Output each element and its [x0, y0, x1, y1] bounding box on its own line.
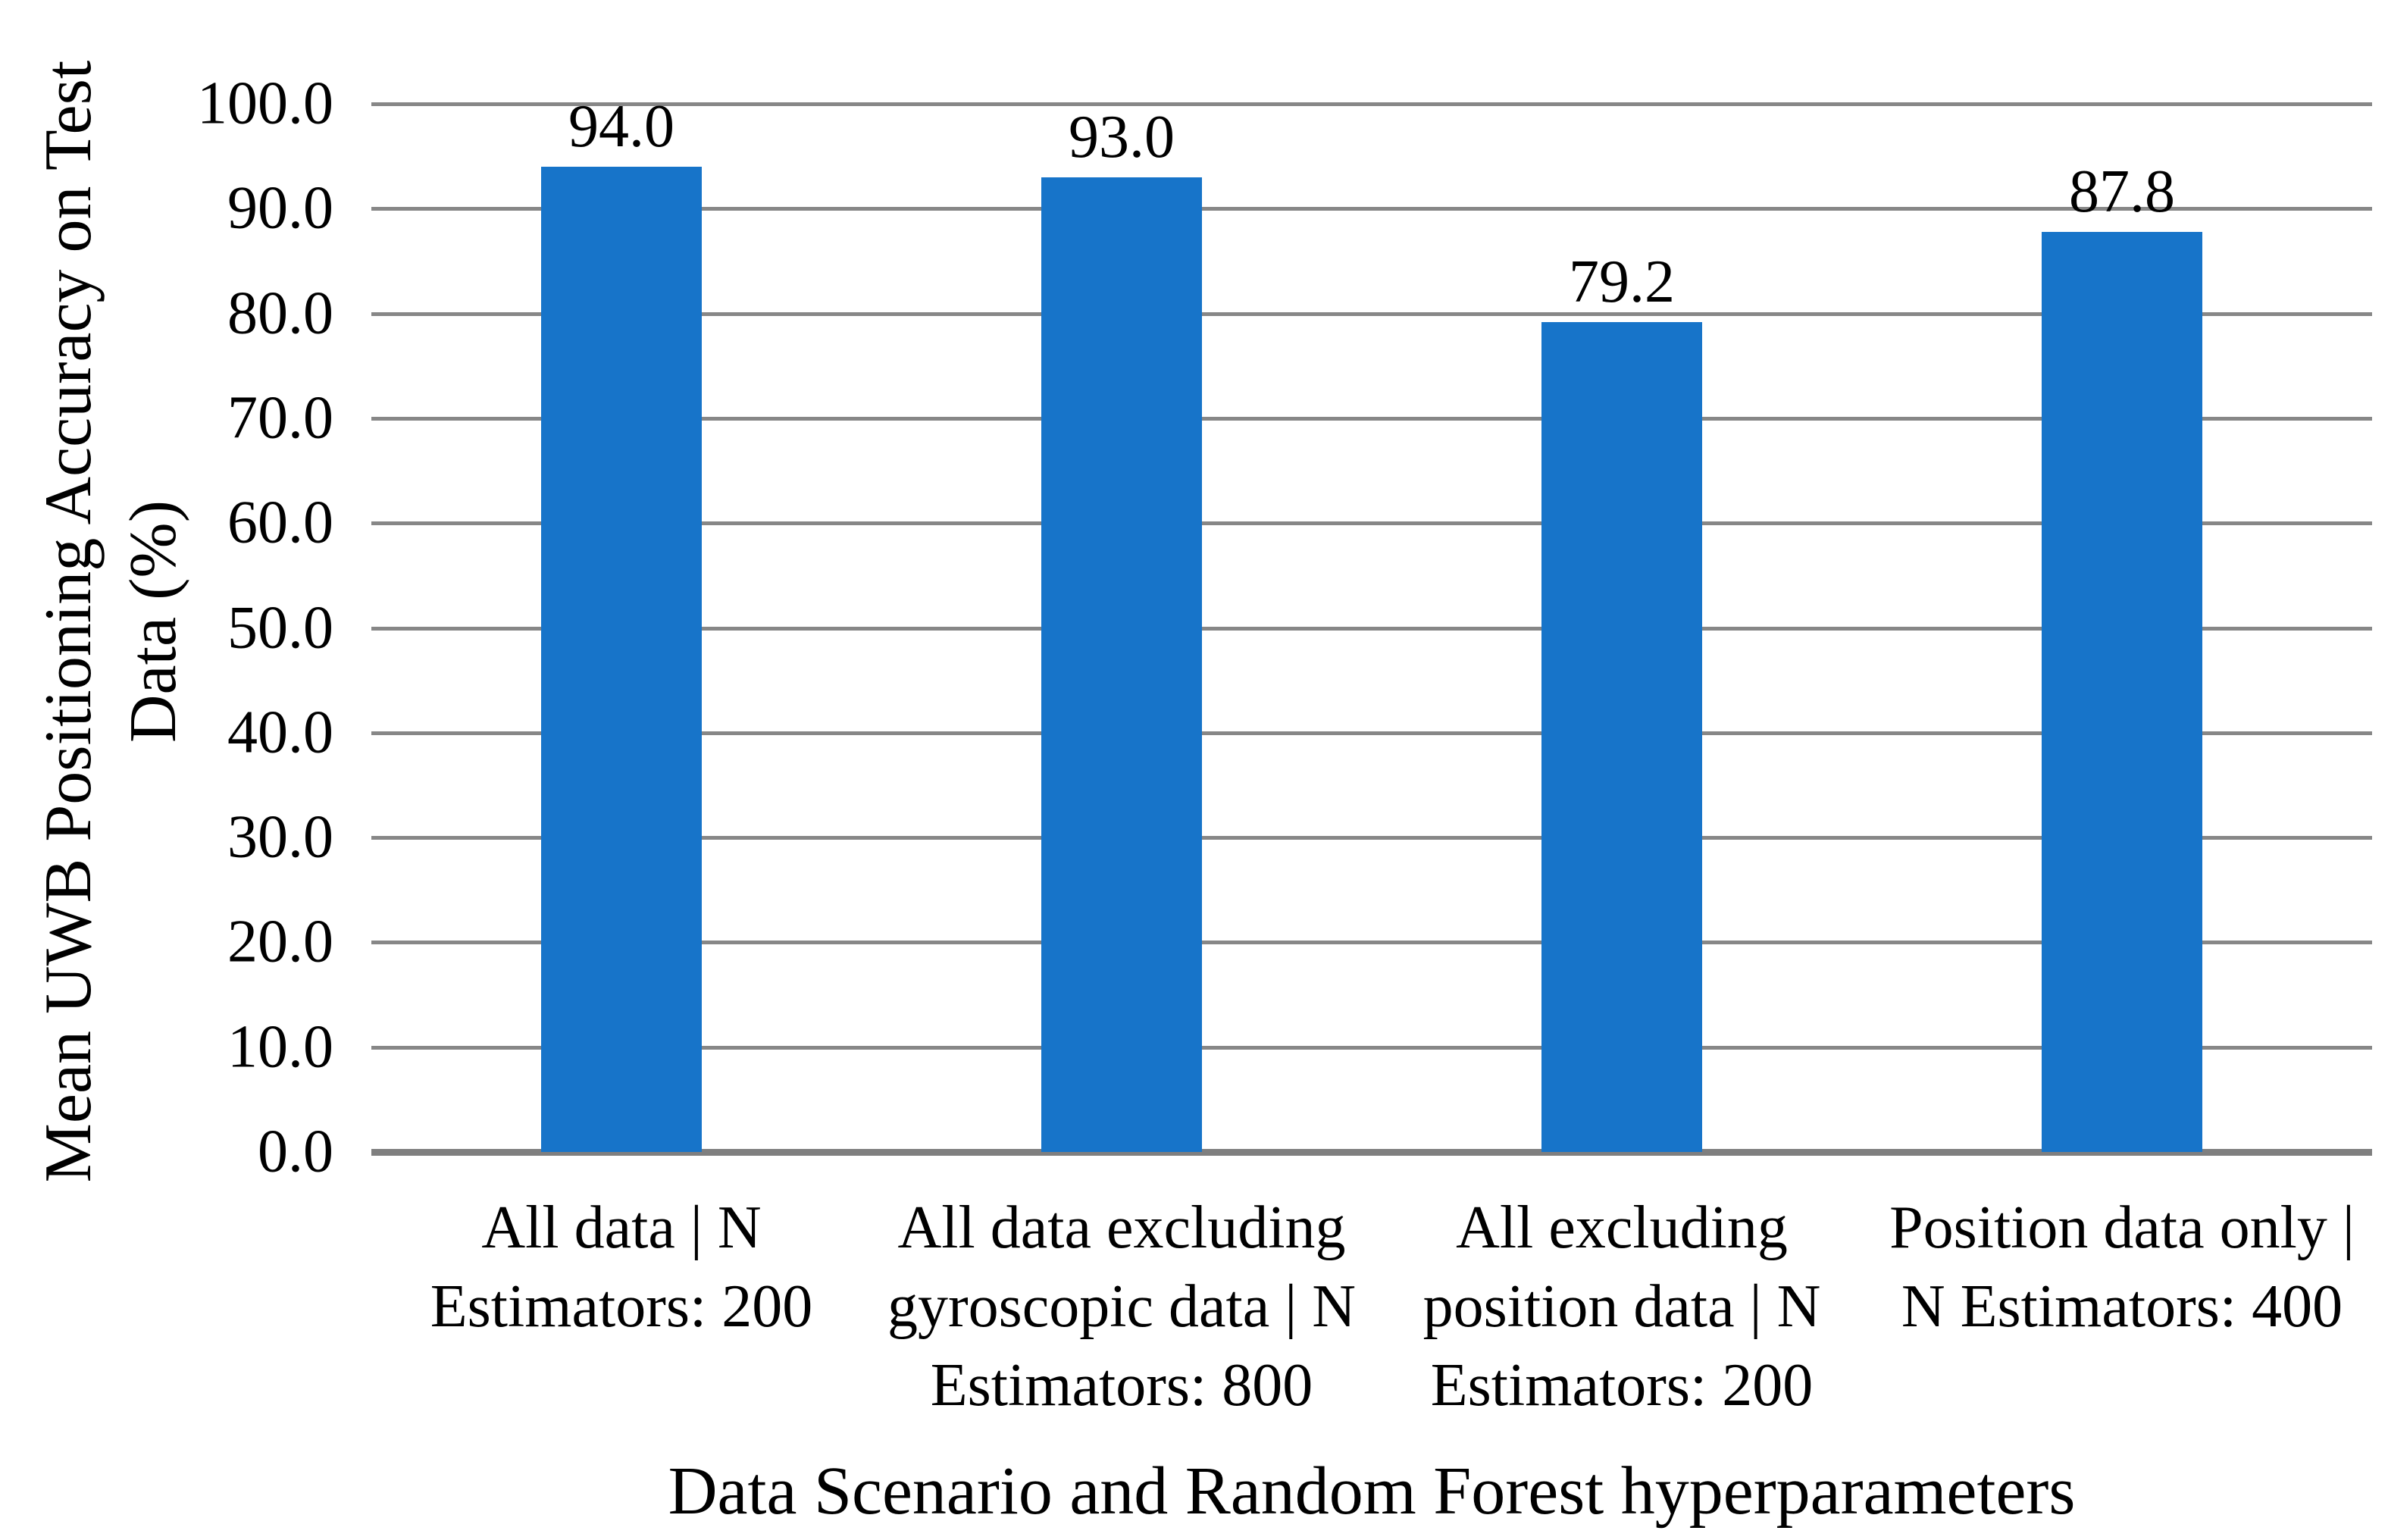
y-tick-label: 30.0 — [227, 803, 333, 871]
bar-value-label: 94.0 — [568, 92, 674, 160]
gridline — [371, 836, 2372, 840]
y-tick-label: 100.0 — [197, 70, 333, 137]
category-label: All data | N Estimators: 200 — [371, 1188, 872, 1425]
category-label-line: N Estimators: 400 — [1901, 1273, 2343, 1340]
x-axis-title: Data Scenario and Random Forest hyperpar… — [668, 1454, 2076, 1529]
plot-area: 94.0 93.0 79.2 87.8 — [371, 93, 2372, 1156]
bar — [2042, 231, 2202, 1152]
category-label-line: gyroscopic data | N — [887, 1273, 1357, 1340]
y-tick-labels: 100.0 90.0 80.0 70.0 60.0 50.0 40.0 30.0 20.0 10.… — [76, 70, 333, 1185]
y-tick-label: 20.0 — [227, 908, 333, 975]
category-label-line: Estimators: 200 — [1430, 1352, 1814, 1419]
bar — [541, 166, 702, 1152]
bar-value-label: 79.2 — [1569, 248, 1675, 315]
gridline — [371, 311, 2372, 316]
y-tick-label: 60.0 — [227, 489, 333, 556]
x-axis-line — [371, 1149, 2372, 1156]
gridline — [371, 521, 2372, 526]
gridlines-layer — [371, 102, 2372, 1156]
category-label: All data excluding gyroscopic data | N Est… — [872, 1188, 1372, 1425]
bar-value-label: 93.0 — [1069, 103, 1175, 171]
bar — [1041, 177, 1202, 1152]
bar-slot: 79.2 — [1372, 104, 1872, 1152]
category-label-line: position data | N — [1422, 1273, 1821, 1340]
y-tick-label: 80.0 — [227, 280, 333, 347]
gridline — [371, 207, 2372, 211]
gridline — [371, 416, 2372, 421]
category-label: All excluding position data | N Estimators… — [1372, 1188, 1872, 1425]
gridline — [371, 1045, 2372, 1050]
category-label: Position data only | N Estimators: 400 — [1872, 1188, 2372, 1425]
bar-slot: 94.0 — [371, 93, 872, 1152]
bar-value-label: 87.8 — [2069, 158, 2175, 225]
gridline — [371, 102, 2372, 106]
y-tick-label: 70.0 — [227, 384, 333, 452]
gridline — [371, 626, 2372, 631]
category-label-line: Position data only | — [1889, 1194, 2355, 1261]
bar-slot: 93.0 — [872, 104, 1372, 1152]
x-category-labels: All data | N Estimators: 200 All data excl… — [371, 1188, 2372, 1425]
category-label-line: All excluding — [1456, 1194, 1788, 1261]
y-tick-label: 40.0 — [227, 699, 333, 766]
gridline — [371, 731, 2372, 735]
category-label-line: Estimators: 800 — [930, 1352, 1313, 1419]
y-tick-label: 10.0 — [227, 1013, 333, 1081]
category-label-line: All data excluding — [897, 1194, 1346, 1261]
y-tick-label: 90.0 — [227, 174, 333, 242]
bar-slot: 87.8 — [1872, 104, 2372, 1152]
bars-layer: 94.0 93.0 79.2 87.8 — [371, 93, 2372, 1152]
y-tick-label: 50.0 — [227, 594, 333, 661]
gridline — [371, 941, 2372, 945]
category-label-line: Estimators: 200 — [430, 1273, 813, 1340]
y-tick-label: 0.0 — [258, 1118, 333, 1185]
category-label-line: All data | N — [481, 1194, 762, 1261]
bar — [1541, 321, 1702, 1152]
